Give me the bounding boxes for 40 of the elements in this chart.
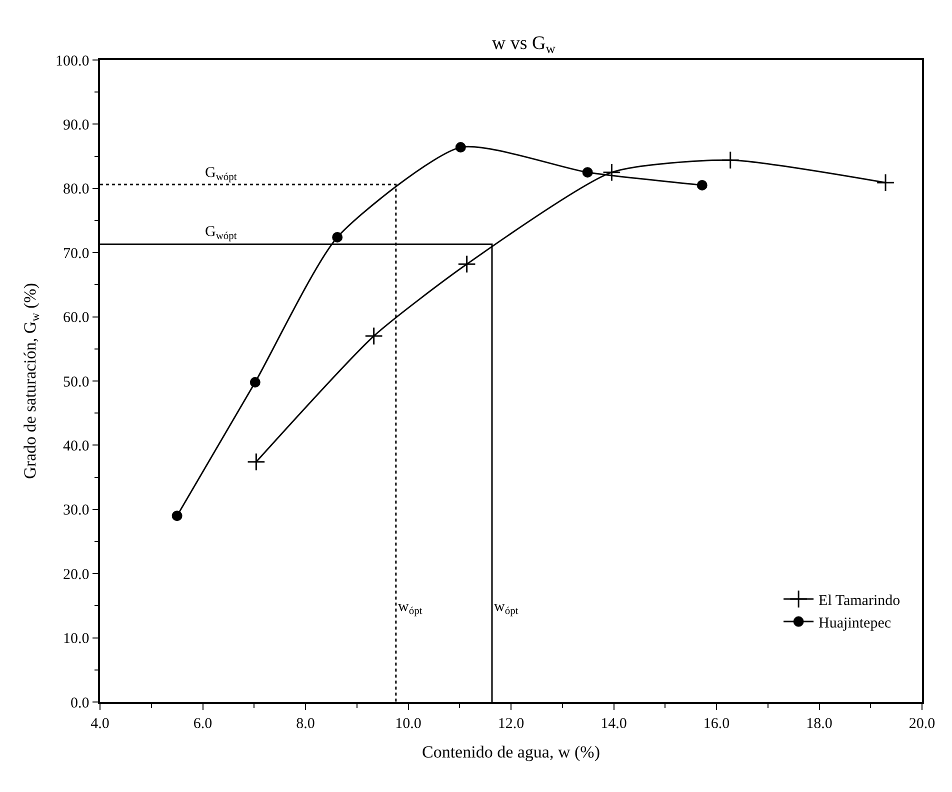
y-tick-label: 20.0: [63, 566, 90, 583]
x-tick-label: 12.0: [498, 716, 524, 732]
legend-label: El Tamarindo: [818, 592, 900, 609]
point: [458, 255, 476, 274]
y-tick-label: 0.0: [70, 695, 90, 712]
point: [172, 510, 182, 522]
point: [696, 180, 708, 190]
x-tick-label: 6.0: [193, 716, 212, 732]
y-tick-label: 60.0: [63, 310, 90, 326]
x-axis-title: Contenido de agua, w (%): [422, 742, 600, 762]
y-tick-label: 100.0: [56, 53, 90, 70]
legend-label: Huajintepec: [818, 615, 892, 632]
x-tick-label: 10.0: [395, 716, 422, 732]
y-tick-label: 10.0: [63, 631, 90, 648]
point: [332, 232, 343, 242]
x-tick-label: 8.0: [296, 716, 315, 732]
y-tick-label: 50.0: [63, 374, 90, 390]
annotation: G$_{wópt}$: [205, 224, 237, 242]
point: [455, 142, 466, 153]
point: [364, 326, 383, 346]
point: [247, 452, 266, 472]
annotation: G$_{wópt}$: [205, 165, 237, 184]
x-tick-label: 16.0: [703, 716, 730, 732]
y-tick-label: 90.0: [63, 117, 90, 134]
point: [582, 167, 593, 178]
y-tick-label: 80.0: [63, 182, 90, 198]
x-tick-label: 4.0: [90, 716, 110, 732]
x-tick-label: 14.0: [600, 716, 627, 732]
x-tick-label: 20.0: [908, 716, 936, 732]
annotation: w$_{ópt}$: [494, 599, 518, 618]
point: [602, 163, 621, 182]
x-tick-label: 18.0: [806, 716, 832, 732]
y-tick-label: 70.0: [63, 246, 90, 262]
point: [250, 377, 260, 388]
point: [721, 151, 740, 170]
y-tick-label: 30.0: [63, 502, 90, 519]
annotation: w$_{ópt}$: [398, 599, 422, 618]
y-tick-label: 40.0: [63, 438, 90, 454]
point: [876, 173, 895, 192]
chart-title: w vs G$_{w}$: [492, 32, 556, 56]
